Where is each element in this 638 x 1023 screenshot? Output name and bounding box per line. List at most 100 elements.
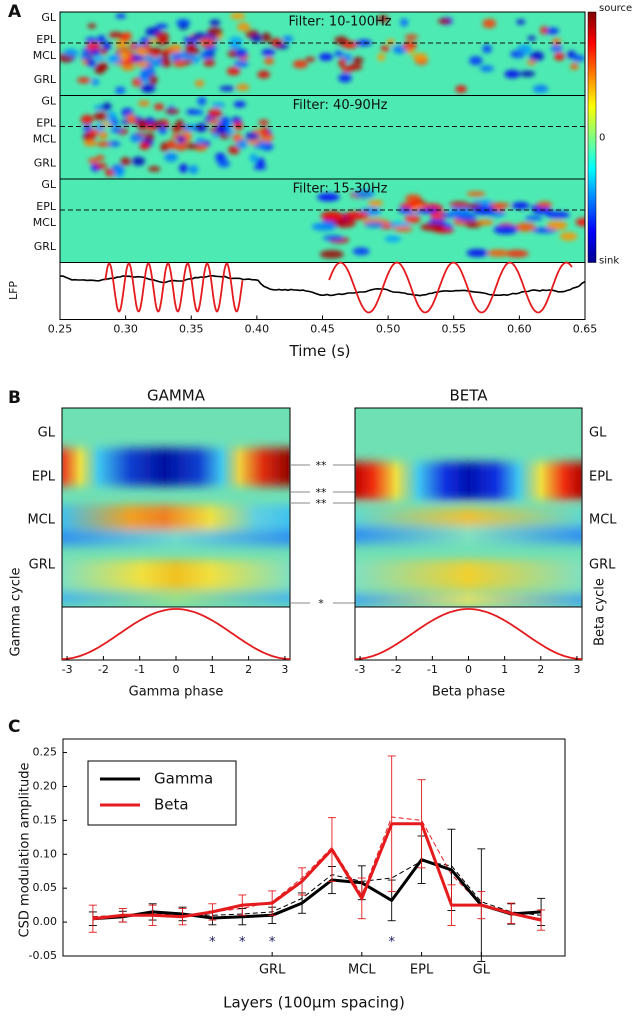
layer-label: EPL (36, 200, 57, 213)
layer-label: GRL (589, 558, 616, 573)
layer-label: EPL (36, 117, 57, 130)
x-tick-label: 0.30 (113, 323, 138, 336)
significance-mark: * (239, 935, 246, 950)
gamma-filtered (104, 262, 244, 313)
x-tick-label: -1 (134, 663, 145, 676)
filter-title: Filter: 40-90Hz (293, 98, 388, 113)
y-tick-label: 0.00 (33, 915, 58, 928)
x-tick-label: 0 (173, 663, 180, 676)
trace-label: LFP (7, 281, 20, 300)
heatmap (60, 12, 585, 96)
plot-frame (62, 738, 566, 957)
series-line (92, 858, 542, 921)
x-tick-label: 0.40 (245, 323, 270, 336)
x-tick-label: 0.50 (376, 323, 401, 336)
x-tick-label: EPL (410, 963, 434, 978)
series-line (92, 822, 542, 922)
significance-mark: ** (316, 497, 328, 510)
y-tick-label: 0.25 (33, 746, 58, 759)
layer-label: MCL (589, 513, 617, 528)
layer-label: GL (41, 178, 57, 191)
x-axis-title: Gamma phase (129, 685, 224, 700)
layer-label: EPL (36, 33, 57, 46)
legend-label: Gamma (154, 770, 213, 788)
panel-title: BETA (449, 387, 488, 405)
layer-label: MCL (33, 133, 57, 146)
y-axis-title: Beta cycle (593, 578, 608, 646)
x-tick-label: 3 (281, 663, 288, 676)
x-tick-label: -2 (391, 663, 402, 676)
lfp-trace (60, 275, 586, 297)
layer-label: MCL (33, 216, 57, 229)
x-tick-label: -3 (62, 663, 73, 676)
heatmap (60, 179, 585, 263)
panel-label: B (8, 388, 21, 408)
heatmap (62, 408, 290, 607)
filter-title: Filter: 10-100Hz (288, 15, 391, 30)
legend (87, 760, 237, 826)
dashed-line (92, 816, 542, 920)
significance-mark: * (318, 597, 324, 610)
layer-label: EPL (32, 470, 56, 485)
x-tick-label: 0 (465, 663, 472, 676)
colorbar-label: source (599, 3, 632, 14)
significance-mark: * (269, 935, 276, 950)
dashed-line (92, 860, 542, 918)
layer-label: GRL (29, 558, 56, 573)
y-axis-title: Gamma cycle (9, 567, 24, 656)
x-tick-label: 0.55 (442, 323, 467, 336)
significance-mark: ** (316, 459, 328, 472)
heatmap (355, 408, 582, 607)
y-tick-label: 0.05 (33, 881, 58, 894)
colorbar-label: 0 (599, 132, 605, 143)
y-tick-label: 0.10 (33, 847, 58, 860)
panel-label: C (8, 717, 20, 737)
y-tick-label: 0.20 (33, 779, 58, 792)
x-tick-label: 0.25 (48, 323, 73, 336)
x-tick-label: 1 (501, 663, 508, 676)
significance-mark: ** (316, 486, 328, 499)
significance-mark: * (388, 935, 395, 950)
layer-label: GL (589, 426, 607, 441)
x-tick-label: 2 (537, 663, 544, 676)
colorbar-label: sink (599, 256, 619, 267)
x-tick-label: -2 (98, 663, 109, 676)
beta-filtered (328, 261, 573, 314)
layer-label: GL (38, 426, 56, 441)
x-tick-label: 1 (209, 663, 216, 676)
layer-label: EPL (589, 470, 613, 485)
x-tick-label: 0.65 (573, 323, 598, 336)
layer-label: MCL (33, 49, 57, 62)
significance-mark: * (209, 935, 216, 950)
x-axis-title: Beta phase (432, 685, 505, 700)
x-tick-label: 0.60 (507, 323, 532, 336)
x-tick-label: GL (473, 963, 491, 978)
legend-label: Beta (154, 796, 189, 814)
layer-label: GL (41, 95, 57, 108)
x-tick-label: GRL (259, 963, 286, 978)
layer-label: GL (41, 11, 57, 24)
y-tick-label: 0.15 (33, 813, 58, 826)
x-tick-label: -1 (427, 663, 438, 676)
y-tick-label: -0.05 (29, 949, 57, 962)
layer-label: GRL (34, 73, 57, 86)
heatmap-bg (60, 179, 585, 263)
x-tick-label: MCL (348, 963, 376, 978)
heatmap (60, 95, 585, 179)
x-tick-label: 3 (573, 663, 580, 676)
x-tick-label: 0.35 (179, 323, 204, 336)
x-axis-title: Time (s) (289, 342, 351, 360)
x-tick-label: 2 (245, 663, 252, 676)
layer-label: GRL (34, 157, 57, 170)
x-axis-title: Layers (100μm spacing) (223, 994, 405, 1012)
error-bar (88, 904, 97, 933)
layer-label: GRL (34, 240, 57, 253)
x-tick-label: 0.45 (310, 323, 335, 336)
y-axis-title: CSD modulation amplitude (18, 763, 33, 938)
cycle-curve (355, 608, 582, 660)
colorbar (587, 11, 597, 263)
panel-label: A (8, 2, 22, 22)
cycle-curve (62, 608, 290, 660)
filter-title: Filter: 15-30Hz (293, 182, 388, 197)
